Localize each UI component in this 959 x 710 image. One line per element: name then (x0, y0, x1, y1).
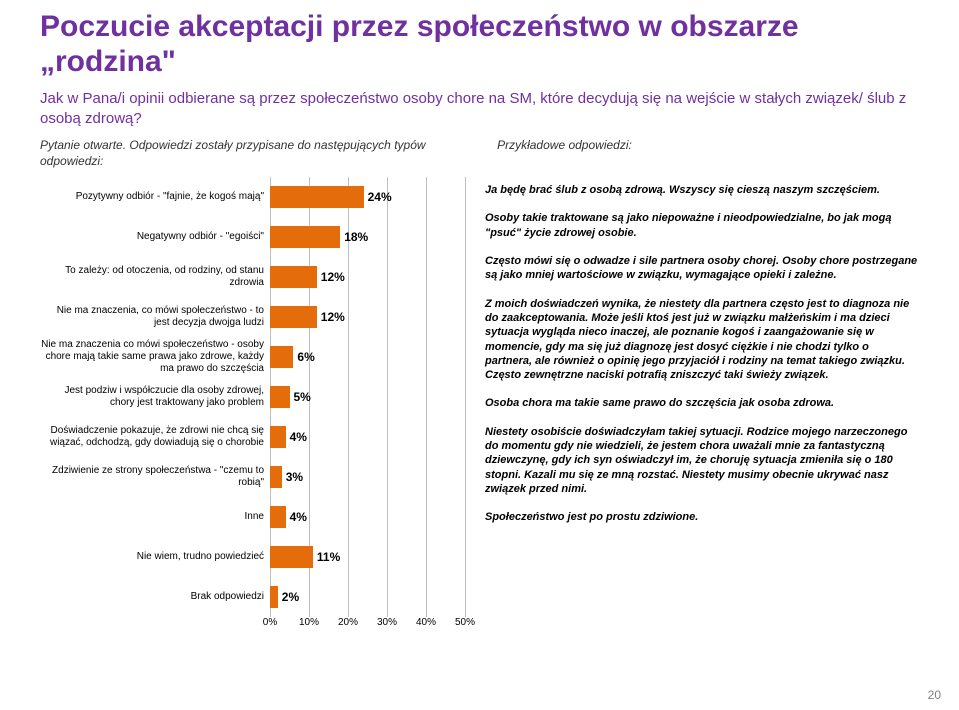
bar-value: 12% (317, 270, 345, 284)
bar-row: Negatywny odbiór - "egoiści"18% (40, 217, 465, 257)
bar: 3% (270, 466, 282, 488)
bar: 12% (270, 306, 317, 328)
bar-label: Pozytywny odbiór - "fajnie, że kogoś maj… (40, 191, 270, 203)
bar-value: 2% (278, 590, 299, 604)
content-row: Pozytywny odbiór - "fajnie, że kogoś maj… (40, 177, 919, 633)
comment: Z moich doświadczeń wynika, że niestety … (485, 297, 919, 383)
bar: 11% (270, 546, 313, 568)
axis-tick: 50% (455, 617, 475, 628)
bar-label: Jest podziw i współczucie dla osoby zdro… (40, 385, 270, 409)
notes-row: Pytanie otwarte. Odpowiedzi zostały przy… (40, 138, 919, 169)
example-answers: Ja będę brać ślub z osobą zdrową. Wszysc… (485, 177, 919, 633)
axis-tick: 10% (299, 617, 319, 628)
bar-label: Nie wiem, trudno powiedzieć (40, 551, 270, 563)
bar-label: Nie ma znaczenia, co mówi społeczeństwo … (40, 305, 270, 329)
bar: 24% (270, 186, 364, 208)
bar: 18% (270, 226, 340, 248)
bar-value: 18% (340, 230, 368, 244)
axis-tick: 0% (263, 617, 277, 628)
bar-value: 12% (317, 310, 345, 324)
bar-value: 6% (293, 350, 314, 364)
note-right: Przykładowe odpowiedzi: (497, 138, 919, 152)
comment: Często mówi się o odwadze i sile partner… (485, 254, 919, 283)
axis-tick: 20% (338, 617, 358, 628)
bar-row: Brak odpowiedzi2% (40, 577, 465, 617)
bar: 2% (270, 586, 278, 608)
comment: Osoby takie traktowane są jako niepoważn… (485, 211, 919, 240)
comment: Społeczeństwo jest po prostu zdziwione. (485, 510, 919, 524)
bar-row: Doświadczenie pokazuje, że zdrowi nie ch… (40, 417, 465, 457)
comment: Osoba chora ma takie same prawo do szczę… (485, 396, 919, 410)
bar-value: 24% (364, 190, 392, 204)
bar-row: Nie ma znaczenia, co mówi społeczeństwo … (40, 297, 465, 337)
bar-value: 4% (286, 430, 307, 444)
comment: Ja będę brać ślub z osobą zdrową. Wszysc… (485, 183, 919, 197)
bar-label: Brak odpowiedzi (40, 591, 270, 603)
bar: 4% (270, 506, 286, 528)
bar-value: 4% (286, 510, 307, 524)
axis-tick: 30% (377, 617, 397, 628)
bar-label: Nie ma znaczenia co mówi społeczeństwo -… (40, 339, 270, 375)
bar: 5% (270, 386, 290, 408)
chart: Pozytywny odbiór - "fajnie, że kogoś maj… (40, 177, 465, 633)
bar-value: 3% (282, 470, 303, 484)
bar-label: Doświadczenie pokazuje, że zdrowi nie ch… (40, 425, 270, 449)
bar: 6% (270, 346, 293, 368)
bar-label: Negatywny odbiór - "egoiści" (40, 231, 270, 243)
slide-title: Poczucie akceptacji przez społeczeństwo … (40, 10, 919, 79)
page-number: 20 (928, 688, 941, 702)
bar-row: Nie wiem, trudno powiedzieć11% (40, 537, 465, 577)
bar-row: Inne4% (40, 497, 465, 537)
bar-label: Inne (40, 511, 270, 523)
slide-subtitle: Jak w Pana/i opinii odbierane są przez s… (40, 89, 919, 128)
comment: Niestety osobiście doświadczyłam takiej … (485, 425, 919, 496)
axis-tick: 40% (416, 617, 436, 628)
bar: 12% (270, 266, 317, 288)
bar-label: To zależy: od otoczenia, od rodziny, od … (40, 265, 270, 289)
bar-label: Zdziwienie ze strony społeczeństwa - "cz… (40, 465, 270, 489)
bar-row: Pozytywny odbiór - "fajnie, że kogoś maj… (40, 177, 465, 217)
bar-row: Jest podziw i współczucie dla osoby zdro… (40, 377, 465, 417)
bar: 4% (270, 426, 286, 448)
bar-value: 11% (313, 550, 340, 564)
bar-value: 5% (290, 390, 311, 404)
bar-row: Zdziwienie ze strony społeczeństwa - "cz… (40, 457, 465, 497)
bar-row: Nie ma znaczenia co mówi społeczeństwo -… (40, 337, 465, 377)
bar-row: To zależy: od otoczenia, od rodziny, od … (40, 257, 465, 297)
note-left: Pytanie otwarte. Odpowiedzi zostały przy… (40, 138, 462, 169)
